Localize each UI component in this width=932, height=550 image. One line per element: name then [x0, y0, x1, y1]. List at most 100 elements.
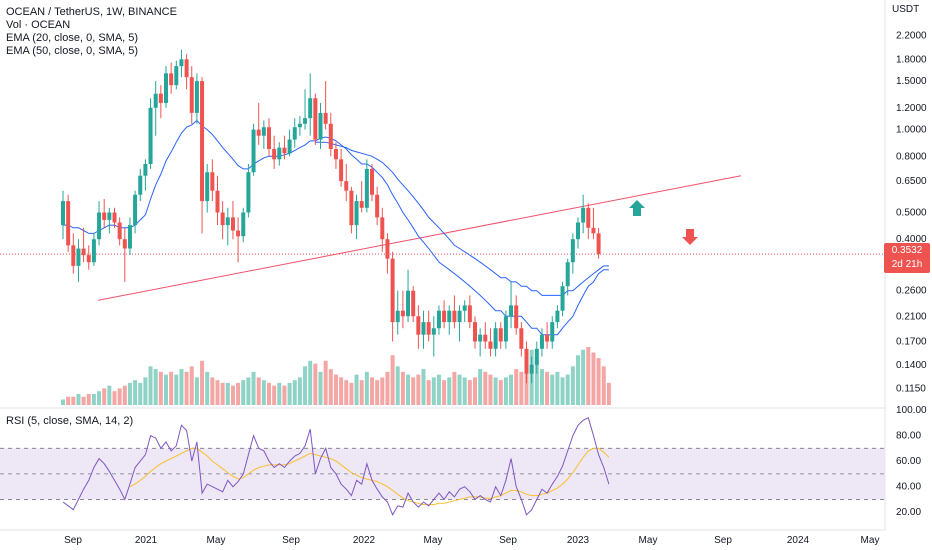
candle-body	[406, 290, 411, 317]
volume-bar	[375, 380, 380, 405]
candle	[267, 118, 271, 157]
candle	[560, 281, 565, 317]
candle-body	[313, 98, 318, 140]
candle	[287, 129, 292, 157]
candle	[370, 164, 374, 202]
candle	[400, 290, 405, 329]
candle-body	[436, 310, 441, 329]
candle	[570, 233, 575, 274]
volume-bar	[473, 377, 477, 405]
candle-body	[385, 239, 390, 259]
time-tick-label: Sep	[714, 535, 732, 546]
candle	[436, 305, 441, 335]
candle	[153, 81, 158, 136]
volume-bar	[344, 380, 349, 405]
candle-body	[86, 255, 91, 263]
candle	[138, 168, 143, 202]
candle	[323, 81, 328, 130]
volume-bar	[189, 366, 194, 405]
volume-bar	[550, 374, 555, 405]
candle-body	[210, 172, 215, 191]
candle	[61, 190, 65, 240]
volume-bar	[200, 360, 205, 405]
candle	[534, 341, 539, 374]
candle-body	[282, 147, 287, 154]
candle-body	[251, 129, 256, 173]
candle	[297, 116, 302, 136]
candle	[457, 305, 462, 342]
candle-body	[467, 305, 472, 323]
candle-body	[344, 181, 349, 191]
candle-body	[462, 305, 467, 311]
candle	[91, 233, 96, 266]
time-tick-label: Sep	[64, 535, 82, 546]
candle-body	[514, 305, 519, 329]
candle-body	[189, 77, 194, 113]
volume-bar	[370, 377, 374, 405]
volume-bar	[478, 369, 483, 405]
volume-legend[interactable]: Vol · OCEAN	[6, 19, 71, 31]
candle	[364, 159, 369, 213]
candle-body	[483, 334, 488, 342]
price-tick-label: 0.8000	[896, 151, 927, 162]
volume-bar	[61, 399, 65, 405]
candle-body	[220, 212, 225, 226]
candle-body	[565, 262, 570, 287]
price-tick-label: 0.2600	[896, 286, 927, 297]
candle-body	[400, 310, 405, 317]
candle	[576, 217, 580, 249]
candle	[122, 227, 127, 282]
volume-bar	[287, 382, 292, 405]
candle-body	[297, 123, 302, 128]
candle	[426, 310, 431, 342]
time-tick-label: May	[639, 535, 658, 546]
candle	[503, 310, 508, 349]
candle	[591, 207, 596, 240]
candle	[431, 316, 436, 357]
candle-body	[333, 149, 338, 160]
volume-bar	[431, 377, 436, 405]
volume-bar	[462, 377, 467, 405]
candle-body	[411, 290, 416, 317]
candle	[200, 77, 205, 234]
volume-bar	[534, 360, 539, 405]
candle-body	[323, 112, 328, 124]
volume-bar	[467, 380, 472, 405]
volume-bar	[97, 391, 102, 405]
time-tick-label: May	[861, 535, 880, 546]
candle	[102, 198, 107, 228]
rsi-tick-label: 60.00	[896, 456, 921, 467]
volume-bar	[174, 374, 179, 405]
candle-body	[236, 230, 241, 237]
candle-body	[215, 190, 220, 213]
candle-body	[354, 201, 359, 226]
candle-body	[349, 190, 354, 226]
ema50-legend[interactable]: EMA (50, close, 0, SMA, 5)	[6, 45, 139, 57]
volume-bar	[81, 396, 86, 405]
volume-bar	[524, 363, 529, 405]
candle-body	[498, 328, 503, 342]
ema20-legend[interactable]: EMA (20, close, 0, SMA, 5)	[6, 32, 139, 44]
up-arrow-icon	[629, 200, 645, 216]
candle-body	[519, 328, 524, 349]
volume-bar	[380, 377, 385, 405]
price-tick-label: 0.6500	[896, 176, 927, 187]
candle-body	[545, 334, 550, 342]
candle	[256, 102, 261, 145]
price-tick-label: 1.5000	[896, 76, 927, 87]
candle-body	[148, 107, 153, 165]
volume-bar	[483, 371, 488, 405]
candle	[467, 295, 472, 329]
candle-body	[303, 118, 308, 124]
symbol-title[interactable]: OCEAN / TetherUS, 1W, BINANCE	[6, 6, 177, 18]
candle-body	[380, 217, 385, 240]
candle-body	[493, 328, 498, 349]
volume-bar	[102, 388, 107, 405]
volume-bar	[282, 385, 287, 405]
volume-bar	[133, 380, 138, 405]
current-price: 0.3532	[891, 245, 923, 256]
rsi-legend[interactable]: RSI (5, close, SMA, 14, 2)	[6, 415, 134, 427]
volume-bar	[606, 382, 611, 405]
volume-bar	[236, 382, 241, 405]
